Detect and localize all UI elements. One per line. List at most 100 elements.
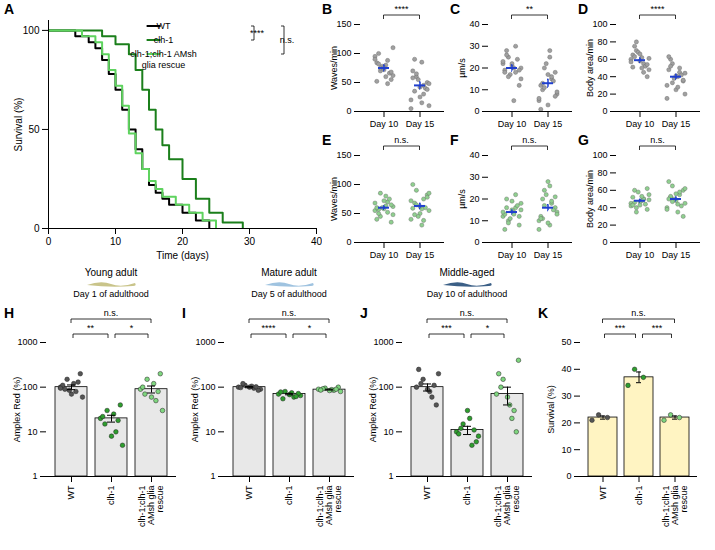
svg-text:100: 100 bbox=[23, 25, 40, 36]
svg-text:40: 40 bbox=[311, 236, 322, 247]
svg-text:20: 20 bbox=[597, 89, 607, 99]
svg-text:20: 20 bbox=[597, 220, 607, 230]
svg-text:80: 80 bbox=[597, 37, 607, 47]
svg-text:60: 60 bbox=[597, 185, 607, 195]
svg-text:Survival (%): Survival (%) bbox=[13, 98, 24, 152]
svg-text:100: 100 bbox=[592, 150, 607, 160]
svg-text:clh-1;clh-1AMsh gliarescue: clh-1;clh-1AMsh gliarescue bbox=[315, 486, 343, 528]
svg-text:150: 150 bbox=[336, 19, 351, 29]
svg-text:WT: WT bbox=[66, 485, 76, 499]
svg-text:WT: WT bbox=[244, 485, 254, 499]
svg-text:n.s.: n.s. bbox=[631, 308, 646, 318]
svg-text:*: * bbox=[130, 323, 134, 333]
svg-text:µm/s: µm/s bbox=[457, 189, 467, 209]
svg-text:clh-1: clh-1 bbox=[462, 486, 472, 506]
svg-text:****: **** bbox=[261, 323, 276, 333]
svg-text:30: 30 bbox=[469, 172, 479, 182]
svg-text:**: ** bbox=[87, 323, 95, 333]
svg-text:0: 0 bbox=[46, 236, 52, 247]
svg-text:***: *** bbox=[615, 323, 626, 333]
svg-text:0: 0 bbox=[602, 106, 607, 116]
svg-text:30: 30 bbox=[469, 41, 479, 51]
svg-text:10: 10 bbox=[561, 445, 571, 455]
svg-text:Day 15: Day 15 bbox=[406, 119, 435, 129]
svg-text:20: 20 bbox=[469, 63, 479, 73]
svg-text:1000: 1000 bbox=[195, 337, 215, 347]
svg-text:100: 100 bbox=[378, 382, 393, 392]
svg-text:clh-1;clh-1 AMsh: clh-1;clh-1 AMsh bbox=[130, 49, 197, 59]
svg-text:50: 50 bbox=[341, 208, 351, 218]
svg-text:WT: WT bbox=[422, 485, 432, 499]
svg-text:1000: 1000 bbox=[17, 337, 37, 347]
svg-text:Day 10: Day 10 bbox=[370, 119, 399, 129]
svg-text:n.s.: n.s. bbox=[650, 135, 665, 145]
svg-text:150: 150 bbox=[336, 150, 351, 160]
svg-text:Day 15: Day 15 bbox=[534, 119, 563, 129]
svg-text:1: 1 bbox=[210, 471, 215, 481]
svg-text:WT: WT bbox=[157, 21, 171, 31]
svg-text:Day 10: Day 10 bbox=[498, 250, 527, 260]
svg-text:20: 20 bbox=[561, 418, 571, 428]
svg-text:clh-1;clh-1AMsh gliarescue: clh-1;clh-1AMsh gliarescue bbox=[137, 486, 165, 528]
svg-text:0: 0 bbox=[474, 237, 479, 247]
svg-text:10: 10 bbox=[469, 216, 479, 226]
svg-text:100: 100 bbox=[22, 382, 37, 392]
svg-text:40: 40 bbox=[597, 203, 607, 213]
svg-text:clh-1: clh-1 bbox=[154, 35, 174, 45]
svg-text:10: 10 bbox=[205, 427, 215, 437]
svg-text:****: **** bbox=[394, 4, 409, 14]
svg-text:Body area/min: Body area/min bbox=[585, 39, 595, 97]
svg-text:0: 0 bbox=[474, 106, 479, 116]
svg-text:Amplex Red (%): Amplex Red (%) bbox=[368, 377, 378, 443]
svg-text:100: 100 bbox=[592, 19, 607, 29]
svg-text:Day 10: Day 10 bbox=[498, 119, 527, 129]
svg-text:Time (days): Time (days) bbox=[156, 250, 208, 261]
svg-text:30: 30 bbox=[561, 391, 571, 401]
svg-text:Waves/min: Waves/min bbox=[329, 177, 339, 221]
svg-text:n.s.: n.s. bbox=[460, 308, 475, 318]
svg-text:50: 50 bbox=[561, 337, 571, 347]
svg-text:0: 0 bbox=[34, 223, 40, 234]
svg-text:30: 30 bbox=[244, 236, 256, 247]
svg-text:Waves/min: Waves/min bbox=[329, 46, 339, 90]
svg-text:n.s.: n.s. bbox=[394, 135, 409, 145]
svg-text:clh-1: clh-1 bbox=[634, 486, 644, 506]
svg-text:Day 10: Day 10 bbox=[626, 119, 655, 129]
svg-text:10: 10 bbox=[27, 427, 37, 437]
svg-text:glia rescue: glia rescue bbox=[142, 60, 186, 70]
svg-text:20: 20 bbox=[469, 194, 479, 204]
svg-text:*: * bbox=[308, 323, 312, 333]
svg-text:Day 15: Day 15 bbox=[406, 250, 435, 260]
svg-text:clh-1;clh-1AMsh gliarescue: clh-1;clh-1AMsh gliarescue bbox=[661, 486, 689, 528]
svg-text:WT: WT bbox=[598, 485, 608, 499]
svg-text:n.s.: n.s. bbox=[282, 308, 297, 318]
svg-text:10: 10 bbox=[383, 427, 393, 437]
svg-text:***: *** bbox=[441, 323, 452, 333]
svg-text:40: 40 bbox=[469, 19, 479, 29]
svg-text:Day 10: Day 10 bbox=[370, 250, 399, 260]
svg-text:1000: 1000 bbox=[373, 337, 393, 347]
svg-text:n.s.: n.s. bbox=[104, 308, 119, 318]
svg-text:20: 20 bbox=[177, 236, 189, 247]
svg-text:0: 0 bbox=[346, 237, 351, 247]
svg-text:80: 80 bbox=[597, 168, 607, 178]
svg-text:50: 50 bbox=[341, 77, 351, 87]
svg-text:10: 10 bbox=[110, 236, 122, 247]
svg-text:n.s.: n.s. bbox=[522, 135, 537, 145]
svg-text:60: 60 bbox=[597, 54, 607, 64]
svg-text:0: 0 bbox=[602, 237, 607, 247]
svg-text:50: 50 bbox=[28, 124, 40, 135]
svg-text:1: 1 bbox=[32, 471, 37, 481]
svg-text:Amplex Red (%): Amplex Red (%) bbox=[190, 377, 200, 443]
svg-text:****: **** bbox=[250, 28, 265, 38]
svg-text:n.s.: n.s. bbox=[280, 35, 295, 45]
svg-text:***: *** bbox=[652, 323, 663, 333]
svg-text:10: 10 bbox=[469, 85, 479, 95]
svg-text:****: **** bbox=[650, 4, 665, 14]
svg-text:clh-1: clh-1 bbox=[284, 486, 294, 506]
svg-text:µm/s: µm/s bbox=[457, 58, 467, 78]
svg-text:Day 15: Day 15 bbox=[662, 250, 691, 260]
svg-text:clh-1: clh-1 bbox=[106, 486, 116, 506]
svg-text:0: 0 bbox=[346, 106, 351, 116]
svg-text:40: 40 bbox=[469, 150, 479, 160]
